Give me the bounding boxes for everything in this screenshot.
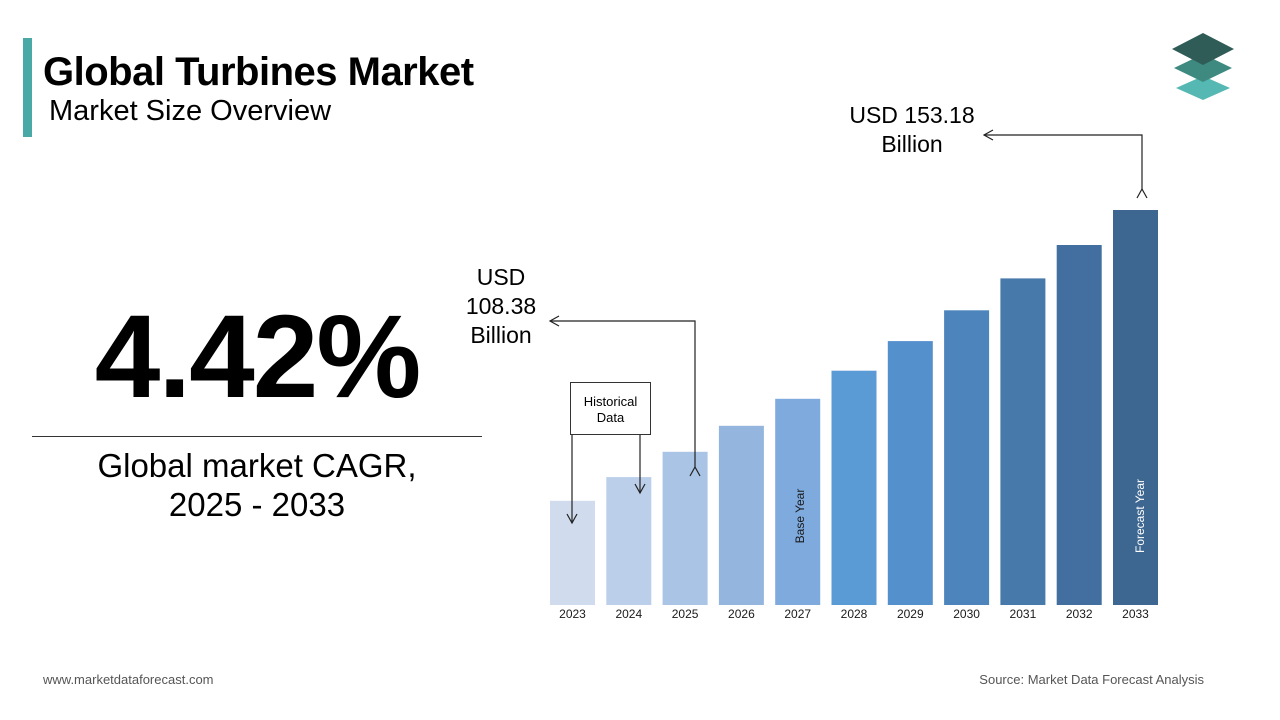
historical-label-line2: Data	[596, 410, 625, 425]
logo-layer-top	[1172, 33, 1234, 65]
x-tick-2023: 2023	[559, 607, 586, 621]
start-value-line1: USD	[476, 264, 526, 290]
cagr-label: Global market CAGR, 2025 - 2033	[32, 446, 482, 524]
historical-data-box: Historical Data	[570, 382, 651, 435]
bar-2029	[887, 341, 933, 605]
x-tick-2031: 2031	[1010, 607, 1037, 621]
bar-2027	[775, 398, 821, 605]
page-title: Global Turbines Market	[43, 50, 474, 94]
x-tick-2028: 2028	[841, 607, 868, 621]
x-tick-2029: 2029	[897, 607, 924, 621]
end-value-line1: USD 153.18	[849, 102, 975, 128]
x-tick-2026: 2026	[728, 607, 755, 621]
title-accent-bar	[23, 38, 32, 137]
base-year-label: Base Year	[793, 489, 807, 544]
end-value-line2: Billion	[881, 131, 943, 157]
website-link[interactable]: www.marketdataforecast.com	[43, 672, 214, 687]
chart-bars	[550, 210, 1158, 605]
layers-logo-icon	[1172, 33, 1234, 100]
start-value-callout: USD 108.38 Billion	[455, 263, 547, 350]
bar-2025	[662, 451, 708, 605]
x-tick-2027: 2027	[784, 607, 811, 621]
chart-annotations: Base Year Forecast Year	[548, 129, 1148, 553]
start-value-line2: 108.38	[465, 293, 537, 319]
logo-layer-bottom	[1176, 76, 1230, 100]
x-tick-2025: 2025	[672, 607, 699, 621]
logo-layer-middle	[1174, 54, 1232, 82]
cagr-label-line2: 2025 - 2033	[168, 486, 346, 523]
bar-2033	[1113, 210, 1158, 605]
x-tick-2030: 2030	[953, 607, 980, 621]
bar-2026	[718, 425, 764, 605]
page-subtitle: Market Size Overview	[49, 95, 332, 127]
cagr-divider	[32, 436, 482, 437]
start-value-arrow	[548, 315, 701, 477]
x-tick-2032: 2032	[1066, 607, 1093, 621]
cagr-value: 4.42%	[94, 291, 422, 423]
bar-2030	[944, 310, 990, 605]
bar-2024	[606, 477, 652, 605]
cagr-label-line1: Global market CAGR,	[97, 447, 417, 484]
x-tick-labels: 2023 2024 2025 2026 2027 2028 2029 2030 2031 2032…	[559, 607, 1149, 621]
historical-label-line1: Historical	[583, 394, 638, 409]
end-value-arrow	[982, 129, 1148, 199]
bar-2032	[1056, 245, 1102, 605]
end-value-callout: USD 153.18 Billion	[832, 101, 992, 159]
source-note: Source: Market Data Forecast Analysis	[979, 672, 1204, 687]
x-tick-2033: 2033	[1122, 607, 1149, 621]
bar-2031	[1000, 278, 1046, 605]
start-value-line3: Billion	[470, 322, 532, 348]
x-tick-2024: 2024	[615, 607, 642, 621]
bar-2028	[831, 370, 877, 605]
forecast-year-label: Forecast Year	[1133, 479, 1147, 553]
